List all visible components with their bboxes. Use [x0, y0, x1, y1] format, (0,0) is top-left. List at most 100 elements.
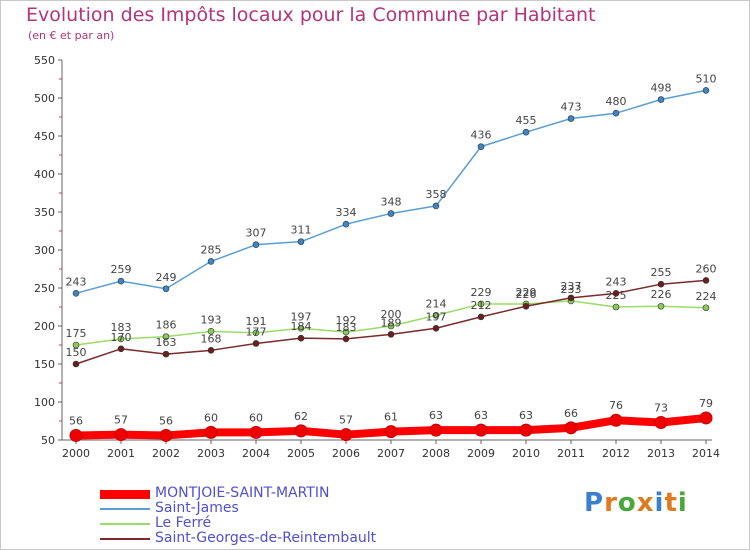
x-tick-label: 2009 [467, 447, 495, 460]
data-point [522, 128, 530, 136]
data-point [342, 220, 350, 228]
data-point [207, 347, 215, 354]
data-label: 175 [66, 327, 87, 340]
legend-swatch [100, 489, 150, 499]
proxiti-logo: Proxiti [584, 488, 688, 518]
legend-swatch [100, 523, 150, 525]
y-tick-label: 300 [34, 244, 55, 257]
x-tick-label: 2012 [602, 447, 630, 460]
data-label: 192 [336, 314, 357, 327]
data-point [162, 350, 170, 358]
data-point [249, 425, 263, 439]
data-point [519, 423, 533, 437]
data-point [657, 96, 665, 103]
data-label: 168 [201, 332, 222, 345]
data-point [432, 202, 440, 210]
data-point [294, 424, 308, 438]
data-label: 358 [426, 188, 447, 201]
data-point [522, 302, 530, 310]
data-point [477, 143, 485, 150]
data-point [117, 335, 125, 343]
data-label: 73 [654, 402, 668, 415]
data-point [384, 425, 398, 439]
data-label: 177 [246, 325, 267, 338]
data-label: 243 [66, 275, 87, 288]
data-point [297, 324, 305, 332]
data-label: 61 [384, 411, 398, 424]
data-point [387, 210, 395, 217]
data-point [207, 258, 215, 265]
data-label: 183 [111, 321, 132, 334]
data-point [297, 334, 305, 342]
x-tick-label: 2008 [422, 447, 450, 460]
logo-letter: o [617, 488, 637, 518]
legend-label: MONTJOIE-SAINT-MARTIN [155, 485, 330, 501]
data-label: 193 [201, 313, 222, 326]
x-tick-label: 2000 [62, 447, 90, 460]
x-tick-label: 2003 [197, 447, 225, 460]
logo-letter: i [677, 488, 688, 518]
data-point [477, 313, 485, 321]
y-tick-label: 150 [34, 358, 55, 371]
data-point [699, 411, 713, 425]
data-point [657, 280, 665, 288]
data-label: 56 [159, 414, 173, 427]
data-label: 200 [381, 308, 402, 321]
x-tick-label: 2002 [152, 447, 180, 460]
logo-letter: i [654, 488, 665, 518]
data-label: 212 [471, 299, 492, 312]
data-point [114, 428, 128, 442]
data-point [612, 303, 620, 311]
data-point [387, 331, 395, 338]
chart-subtitle: (en € et par an) [28, 29, 115, 42]
data-point [702, 277, 710, 284]
data-point [702, 87, 710, 94]
legend-label: Le Ferré [155, 515, 212, 531]
data-point [612, 109, 620, 117]
x-tick-label: 2014 [692, 447, 720, 460]
x-tick-label: 2013 [647, 447, 675, 460]
x-tick-label: 2005 [287, 447, 315, 460]
data-label: 184 [291, 320, 312, 333]
data-point [162, 333, 170, 340]
y-tick-label: 350 [34, 206, 55, 219]
data-label: 249 [156, 271, 177, 284]
data-label: 63 [429, 409, 443, 422]
data-label: 57 [114, 414, 128, 427]
data-point [204, 425, 218, 439]
x-tick-label: 2001 [107, 447, 135, 460]
data-point [207, 328, 215, 335]
data-point [654, 416, 668, 430]
series-line-saint-james [75, 89, 707, 295]
y-tick-label: 100 [34, 396, 55, 409]
data-point [117, 345, 125, 353]
y-tick-label: 50 [41, 434, 55, 447]
data-point [159, 428, 173, 442]
y-tick-label: 400 [34, 168, 55, 181]
data-label: 56 [69, 414, 83, 427]
logo-letter: r [604, 488, 618, 518]
data-point [72, 360, 80, 368]
data-point [474, 423, 488, 437]
legend-swatch [100, 538, 150, 540]
y-tick-label: 500 [34, 92, 55, 105]
data-label: 183 [336, 321, 357, 334]
data-point [387, 322, 395, 330]
data-label: 214 [426, 297, 447, 310]
data-point [657, 302, 665, 310]
data-label: 510 [696, 72, 717, 85]
data-label: 226 [651, 288, 672, 301]
data-point [477, 300, 485, 308]
data-label: 473 [561, 101, 582, 114]
data-label: 150 [66, 346, 87, 359]
data-point [432, 312, 440, 319]
data-label: 57 [339, 414, 353, 427]
data-label: 226 [516, 288, 537, 301]
data-label: 436 [471, 129, 492, 142]
data-label: 191 [246, 315, 267, 328]
logo-letter: t [664, 488, 678, 518]
x-tick-label: 2011 [557, 447, 585, 460]
data-label: 63 [519, 409, 533, 422]
data-label: 255 [651, 266, 672, 279]
